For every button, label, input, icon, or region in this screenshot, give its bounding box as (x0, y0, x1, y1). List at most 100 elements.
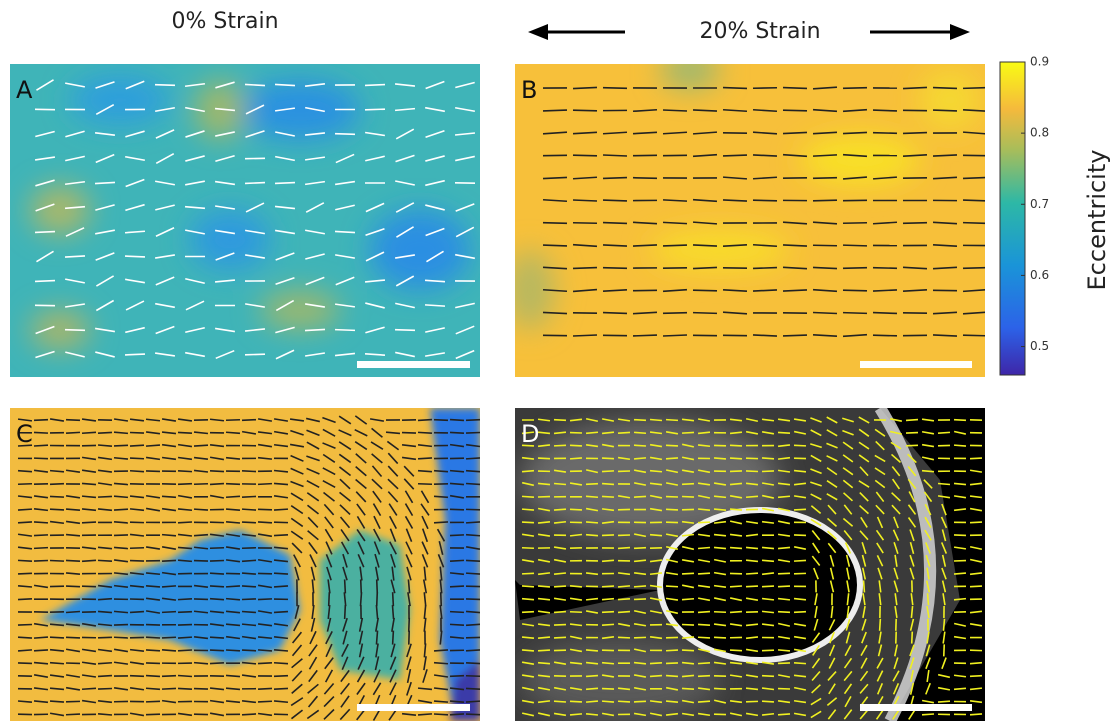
dash (210, 637, 224, 638)
dash (843, 290, 867, 291)
dash (392, 605, 393, 619)
dash (666, 586, 678, 587)
dash (434, 701, 448, 702)
dash (682, 625, 694, 626)
dash (843, 132, 867, 133)
dash (602, 624, 614, 625)
dash (954, 688, 966, 689)
dash (618, 612, 630, 613)
dash (618, 637, 630, 638)
dash (226, 432, 240, 433)
dash (843, 268, 867, 269)
dash (178, 484, 192, 485)
dash (522, 471, 534, 472)
dash (698, 573, 710, 574)
dash (335, 330, 355, 331)
dash (963, 223, 987, 224)
dash (522, 573, 534, 574)
colorbar (1000, 62, 1025, 375)
dash (34, 650, 48, 651)
dash (50, 560, 64, 561)
dash (543, 110, 567, 111)
dash (714, 509, 726, 510)
dash (210, 663, 224, 664)
scale-bar (860, 361, 972, 368)
dash (125, 256, 145, 257)
dash (933, 155, 957, 156)
dash (466, 676, 480, 677)
dash (963, 268, 987, 269)
dash (634, 445, 646, 446)
dash (954, 573, 966, 574)
dash (178, 599, 192, 600)
dash (258, 688, 272, 689)
dash (586, 650, 598, 651)
dash (50, 484, 64, 485)
dash (963, 200, 987, 201)
dash (693, 290, 717, 291)
dash (554, 420, 566, 421)
dash (130, 676, 144, 677)
dash (130, 433, 144, 434)
dash (762, 547, 774, 548)
dash (723, 200, 747, 201)
dash (242, 509, 256, 510)
dash (274, 676, 288, 677)
dash (98, 599, 112, 600)
dash (178, 625, 192, 626)
dash (650, 676, 662, 677)
dash (114, 496, 128, 497)
dash (963, 178, 987, 179)
dash (573, 200, 597, 201)
colorbar-label: Eccentricity (1083, 150, 1111, 291)
dash (783, 132, 807, 133)
dash (82, 560, 96, 561)
dash (114, 637, 128, 638)
dash (554, 612, 566, 613)
dash (98, 560, 112, 561)
dash (194, 484, 208, 485)
dash (698, 612, 710, 613)
dash (602, 586, 614, 587)
dash (602, 701, 614, 702)
dash (50, 496, 64, 497)
dash (162, 650, 176, 651)
dash (242, 599, 256, 600)
dash (34, 637, 48, 638)
dash (586, 535, 598, 536)
dash (570, 701, 582, 702)
dash (912, 632, 913, 644)
dash (602, 535, 614, 536)
dash (794, 560, 806, 561)
dash (98, 496, 112, 497)
dash (162, 676, 176, 677)
dash (146, 650, 160, 651)
dash (418, 420, 432, 421)
dash (762, 676, 774, 677)
dash (538, 483, 550, 484)
dash (586, 676, 598, 677)
dash (714, 612, 726, 613)
dash (66, 509, 80, 510)
dash (602, 560, 614, 561)
dash (813, 200, 837, 201)
dash (34, 535, 48, 536)
dash (466, 535, 480, 536)
dash (603, 313, 627, 314)
dash (746, 496, 758, 497)
dash (34, 445, 48, 446)
dash (794, 612, 806, 613)
dash (618, 586, 630, 587)
dash (618, 701, 630, 702)
dash (813, 178, 837, 179)
dash (50, 637, 64, 638)
dash (570, 445, 582, 446)
dash (682, 497, 694, 498)
dash (466, 624, 480, 625)
dash (178, 612, 192, 613)
dash (586, 484, 598, 485)
dash (66, 714, 80, 715)
dash (778, 432, 790, 433)
dash (698, 663, 710, 664)
dash (650, 471, 662, 472)
